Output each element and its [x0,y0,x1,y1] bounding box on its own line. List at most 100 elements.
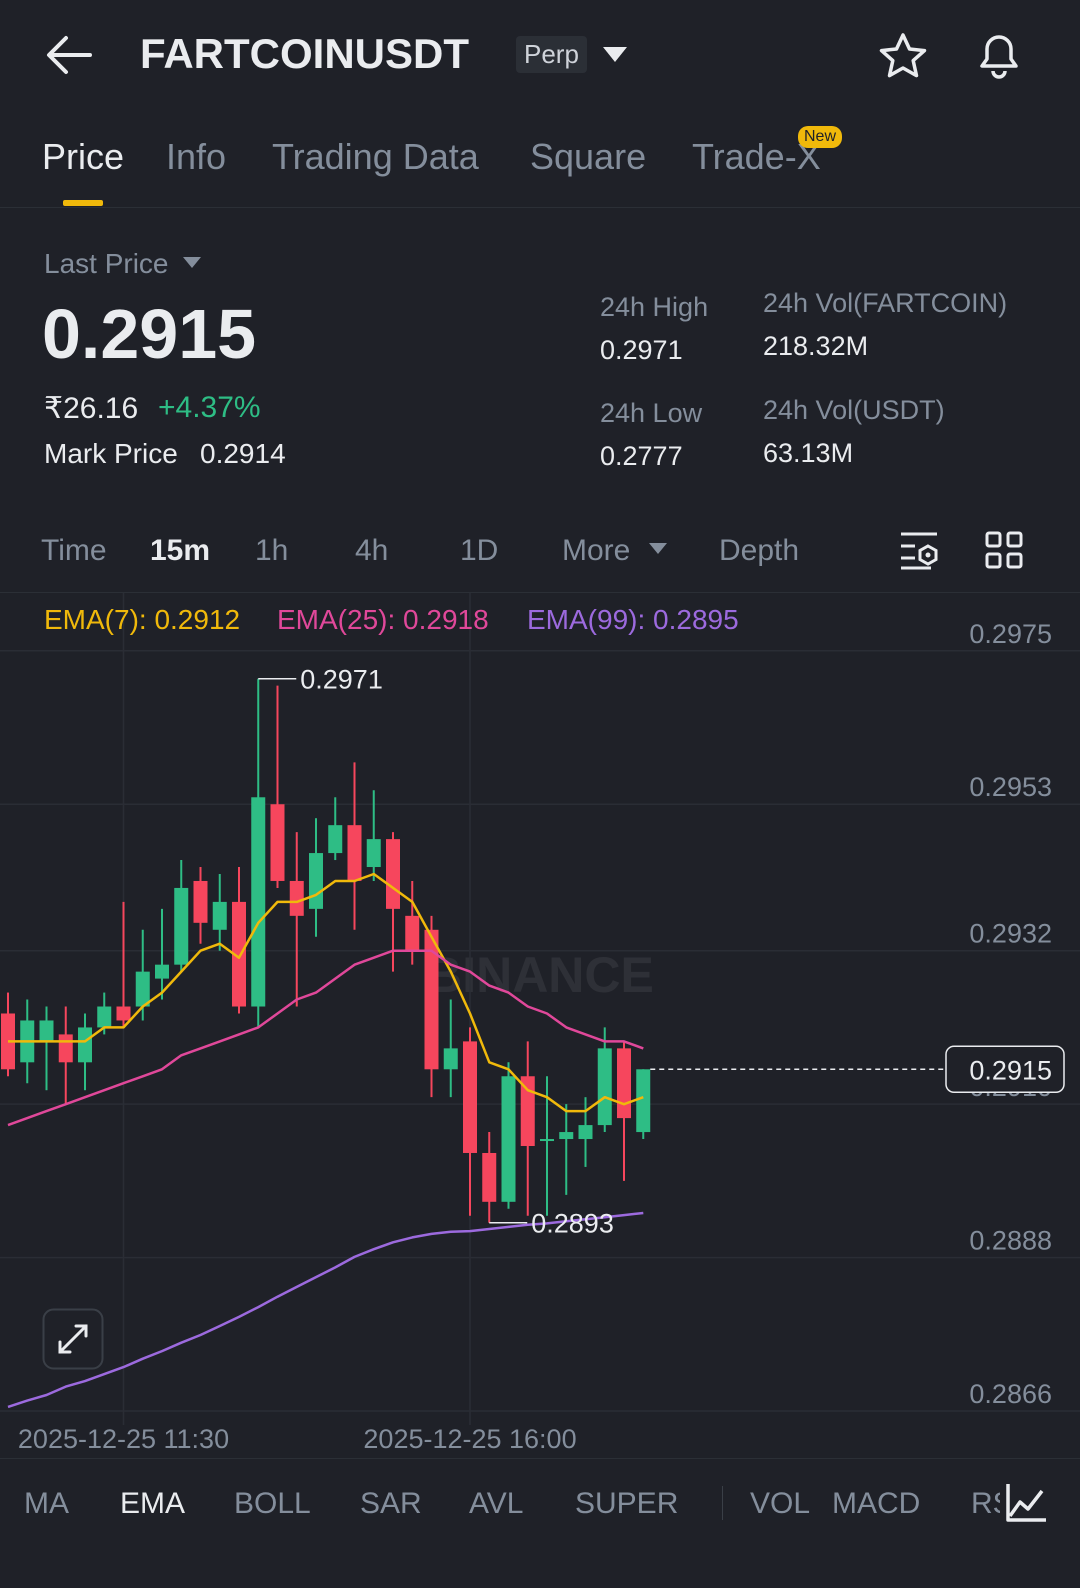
candle-body [424,929,439,1070]
fiat-price: ₹26.16 [44,392,139,425]
indicator-tab[interactable]: RSI [971,1487,1001,1520]
vol-quote-value: 63.13M [763,438,854,468]
x-tick-label: 2025-12-25 16:00 [363,1424,576,1454]
low-annotation: 0.2893 [531,1209,614,1239]
candle-body [463,1041,477,1153]
candle-body [328,825,343,854]
indicator-settings-button[interactable] [1000,1478,1080,1528]
symbol-dropdown[interactable] [602,46,628,64]
price-change: +4.37% [158,391,261,424]
indicator-tab[interactable]: AVL [469,1487,524,1520]
candle-body [193,880,208,923]
candle-body [155,964,169,979]
separator [722,1486,723,1520]
back-button[interactable] [44,34,94,76]
y-tick-label: 0.2888 [969,1226,1052,1256]
vol-base-value: 218.32M [763,331,869,361]
fullscreen-button[interactable] [42,1308,104,1370]
legend-entry: EMA(7): 0.2912 [44,604,240,635]
last-price: 0.2915 [42,295,257,373]
symbol[interactable]: FARTCOINUSDT [140,30,469,77]
vol-quote-label: 24h Vol(USDT) [763,395,945,425]
candle-body [540,1139,554,1142]
indicator-tab[interactable]: MA [24,1487,69,1520]
candle-body [289,880,304,916]
y-tick-label: 0.2953 [969,772,1052,802]
last-price-label: 0.2915 [969,1055,1052,1085]
candle-body [366,839,381,868]
candle-body [597,1048,612,1126]
candle-body [58,1034,73,1063]
candle-body [386,839,400,909]
low-label: 24h Low [600,398,703,428]
candle-body [578,1125,593,1140]
tab[interactable]: Trading Data [272,136,479,177]
candle-body [501,1076,516,1202]
alert-button[interactable] [974,28,1024,80]
indicator-tab[interactable]: SUPER [575,1487,679,1520]
tab[interactable]: Price [42,136,125,177]
y-tick-label: 0.2975 [969,619,1052,649]
last-price-tag [945,1045,1065,1094]
dropdown-icon[interactable] [182,256,202,270]
high-annotation: 0.2971 [300,665,383,695]
high-value: 0.2971 [600,335,683,365]
tab-indicator [63,200,103,206]
interval[interactable]: 4h [355,534,389,567]
legend-entry: EMA(25): 0.2918 [277,604,489,635]
ema-line [7,1211,644,1409]
vol-base-label: 24h Vol(FARTCOIN) [763,288,1008,318]
indicator-tab[interactable]: EMA [120,1487,186,1520]
candle-body [78,1027,92,1063]
candle-body [174,887,189,965]
interval[interactable]: 15m [150,534,211,567]
interval[interactable]: Depth [719,534,800,567]
mark-price-label: Mark Price [44,438,178,469]
interval[interactable]: 1D [460,534,499,567]
candle-body [520,1076,535,1147]
candle-body [405,915,420,951]
divider [0,207,1080,208]
ema-line [7,949,644,1127]
indicator-tab[interactable]: SAR [360,1487,422,1520]
candle-body [232,901,246,1007]
low-value: 0.2777 [600,441,683,471]
candle-body [39,1020,54,1042]
new-badge: New [798,126,843,148]
tab[interactable]: Square [530,136,647,177]
candle-body [251,797,266,1007]
candle-body [617,1048,631,1119]
divider [0,592,1080,593]
contract-badge: Perp [516,36,587,73]
mark-price: 0.2914 [200,438,286,469]
chart-settings-button[interactable] [898,530,942,572]
high-label: 24h High [600,292,709,322]
interval[interactable]: Time [41,534,107,567]
indicator-tab[interactable]: VOL [750,1487,811,1520]
last-price-label: Last Price [44,248,169,279]
candle-body [309,853,323,909]
legend-entry: EMA(99): 0.2895 [527,604,739,635]
y-tick-label: 0.2866 [969,1379,1052,1409]
candle-body [443,1048,458,1070]
favorite-button[interactable] [878,32,928,80]
x-tick-label: 2025-12-25 11:30 [18,1424,229,1454]
dropdown-icon[interactable] [648,542,668,556]
candle-body [559,1132,574,1140]
watermark: BINANCE [426,947,654,1003]
layout-button[interactable] [984,530,1024,570]
tab[interactable]: Info [166,136,227,177]
interval[interactable]: 1h [255,534,289,567]
indicator-tab[interactable]: BOLL [234,1487,311,1520]
indicator-tab[interactable]: MACD [832,1487,921,1520]
candle-body [482,1152,497,1202]
ema-line [8,872,644,1113]
y-tick-label: 0.2932 [969,919,1052,949]
candle-body [347,825,362,881]
candle-body [636,1069,651,1133]
candle-body [116,1006,131,1021]
interval[interactable]: More [562,534,631,567]
candle-body [97,1006,112,1028]
